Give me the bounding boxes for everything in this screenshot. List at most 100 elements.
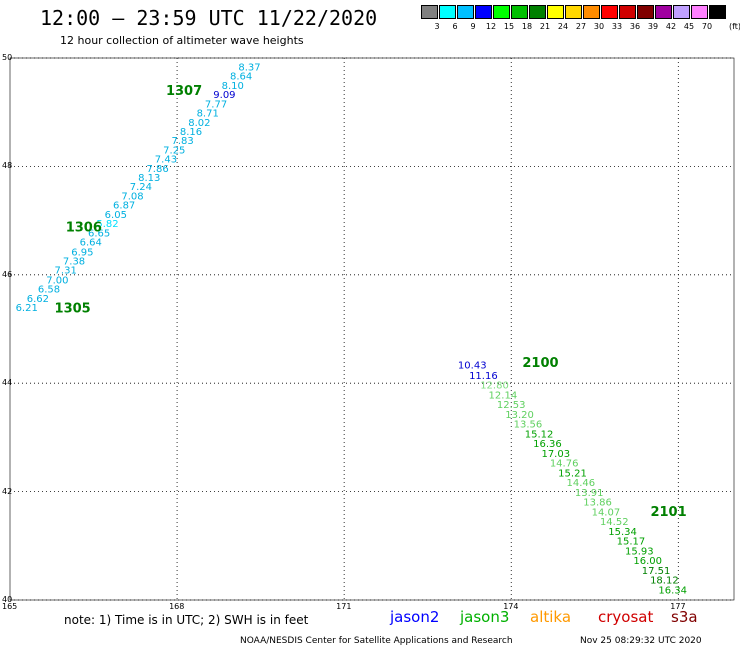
wave-height-value: 13.56 xyxy=(514,420,543,431)
wave-height-value: 6.05 xyxy=(105,210,127,221)
legend-label: 9 xyxy=(470,22,476,31)
satellite-name: cryosat xyxy=(598,608,654,626)
wave-height-value: 17.03 xyxy=(541,449,570,460)
time-label: 1307 xyxy=(166,84,202,99)
wave-height-value: 7.86 xyxy=(146,164,168,175)
legend-label: 18 xyxy=(521,22,533,31)
wave-height-value: 12.80 xyxy=(480,381,509,392)
longitude-label: 165 xyxy=(2,602,18,611)
time-label: 2101 xyxy=(650,505,686,520)
wave-height-value: 14.52 xyxy=(600,517,629,528)
wave-height-value: 5.82 xyxy=(96,219,118,230)
time-label: 1305 xyxy=(55,302,91,317)
legend-label: 30 xyxy=(593,22,605,31)
wave-height-value: 15.34 xyxy=(608,527,637,538)
wave-height-value: 9.09 xyxy=(213,90,235,101)
legend-swatch xyxy=(691,5,708,19)
latitude-label: 42 xyxy=(2,486,13,496)
wave-height-value: 7.83 xyxy=(172,136,194,147)
legend-swatch xyxy=(511,5,528,19)
legend-label: 36 xyxy=(629,22,641,31)
wave-height-value: 6.62 xyxy=(27,294,49,305)
wave-height-value: 8.64 xyxy=(230,72,252,83)
wave-height-value: 15.93 xyxy=(625,546,654,557)
wave-height-value: 7.31 xyxy=(55,266,77,277)
satellite-name: jason2 xyxy=(390,608,440,626)
wave-height-value: 7.77 xyxy=(205,99,227,110)
wave-height-value: 18.12 xyxy=(650,576,679,587)
wave-height-value: 6.58 xyxy=(38,285,60,296)
wave-height-value: 8.02 xyxy=(188,118,210,129)
legend-unit: (ft) xyxy=(729,22,740,31)
legend-swatch xyxy=(655,5,672,19)
legend-swatch xyxy=(529,5,546,19)
wave-height-value: 14.07 xyxy=(592,507,621,518)
wave-height-value: 6.65 xyxy=(88,228,110,239)
latitude-label: 40 xyxy=(2,595,13,604)
wave-height-value: 6.87 xyxy=(113,201,135,212)
wave-height-value: 6.21 xyxy=(16,303,38,314)
legend-label: 3 xyxy=(434,22,440,31)
satellite-name: jason3 xyxy=(460,608,510,626)
legend-swatch xyxy=(565,5,582,19)
wave-height-value: 16.34 xyxy=(658,585,687,596)
wave-height-value: 7.08 xyxy=(121,191,143,202)
wave-height-value: 15.21 xyxy=(558,468,587,479)
legend-swatch xyxy=(601,5,618,19)
page-subtitle: 12 hour collection of altimeter wave hei… xyxy=(60,34,304,47)
longitude-label: 177 xyxy=(670,602,686,611)
latitude-label: 44 xyxy=(2,378,13,388)
wave-height-value: 12.53 xyxy=(497,400,526,411)
legend-label: 39 xyxy=(647,22,659,31)
legend-swatch xyxy=(637,5,654,19)
legend-label: 45 xyxy=(683,22,695,31)
wave-height-value: 17.51 xyxy=(642,566,671,577)
wave-height-value: 12.14 xyxy=(489,390,518,401)
wave-height-value: 16.00 xyxy=(633,556,662,567)
wave-height-value: 16.36 xyxy=(533,439,562,450)
wave-height-value: 8.13 xyxy=(138,173,160,184)
wave-height-value: 14.46 xyxy=(567,478,596,489)
wave-height-value: 7.38 xyxy=(63,257,85,268)
wave-height-value: 11.16 xyxy=(469,371,498,382)
legend-swatch xyxy=(547,5,564,19)
wave-height-value: 8.37 xyxy=(238,62,260,73)
legend-label: 24 xyxy=(557,22,569,31)
legend-swatch xyxy=(475,5,492,19)
wave-height-value: 8.71 xyxy=(197,109,219,120)
legend-label: 15 xyxy=(503,22,515,31)
wave-height-value: 7.00 xyxy=(46,275,68,286)
legend-swatch xyxy=(439,5,456,19)
satellite-name: altika xyxy=(530,608,572,626)
wave-height-value: 8.16 xyxy=(180,127,202,138)
page-title: 12:00 – 23:59 UTC 11/22/2020 xyxy=(40,6,378,30)
latitude-label: 46 xyxy=(2,269,13,279)
legend-swatch xyxy=(673,5,690,19)
time-label: 2100 xyxy=(522,356,558,371)
wave-height-value: 14.76 xyxy=(550,459,579,470)
legend-swatch xyxy=(709,5,726,19)
wave-height-value: 13.86 xyxy=(583,498,612,509)
map-frame xyxy=(9,57,735,601)
wave-height-value: 7.25 xyxy=(163,145,185,156)
footer-note: note: 1) Time is in UTC; 2) SWH is in fe… xyxy=(64,613,309,627)
legend-label: 27 xyxy=(575,22,587,31)
legend-label: 12 xyxy=(485,22,497,31)
wave-height-value: 15.17 xyxy=(617,537,646,548)
wave-height-value: 13.91 xyxy=(575,488,604,499)
satellite-name: s3a xyxy=(671,608,698,626)
wave-height-value: 13.20 xyxy=(505,410,534,421)
wave-height-value: 7.43 xyxy=(155,155,177,166)
legend-label: 70 xyxy=(701,22,713,31)
wave-height-value: 10.43 xyxy=(458,361,487,372)
generated-timestamp: Nov 25 08:29:32 UTC 2020 xyxy=(580,636,702,646)
latitude-label: 50 xyxy=(2,53,13,62)
legend-swatch xyxy=(457,5,474,19)
time-label: 1306 xyxy=(66,220,102,235)
legend-label: 33 xyxy=(611,22,623,31)
legend-label: 6 xyxy=(452,22,458,31)
legend-swatch xyxy=(583,5,600,19)
latitude-label: 48 xyxy=(2,161,13,171)
legend-swatch xyxy=(421,5,438,19)
